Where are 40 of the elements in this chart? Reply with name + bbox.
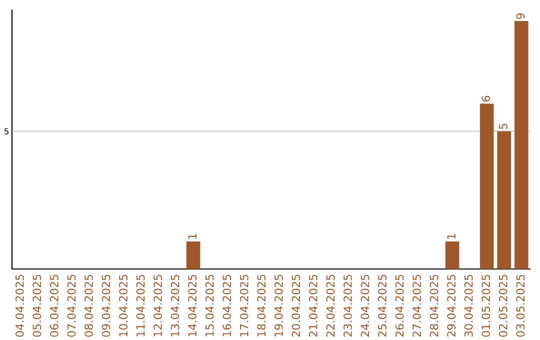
x-tick-label: 20.04.2025 <box>292 274 300 337</box>
x-tick-label: 22.04.2025 <box>326 274 335 337</box>
x-tick-label: 13.04.2025 <box>170 274 180 336</box>
x-tick-label: 30.04.2025 <box>464 274 473 337</box>
x-tick-label: 21.04.2025 <box>308 274 318 337</box>
data-label: 1 <box>188 234 196 239</box>
data-label: 6 <box>482 96 490 102</box>
x-tick-label: 25.04.2025 <box>378 274 386 337</box>
x-tick-label: 03.05.2025 <box>516 274 525 337</box>
x-tick-label: 04.04.2025 <box>15 274 24 337</box>
bar <box>480 104 494 269</box>
x-tick-label: 23.04.2025 <box>344 274 352 337</box>
x-tick-label: 26.04.2025 <box>395 274 404 337</box>
x-tick-label: 17.04.2025 <box>240 274 248 336</box>
x-tick-label: 02.05.2025 <box>498 274 508 337</box>
x-tick-label: 01.05.2025 <box>482 274 490 337</box>
bar <box>497 131 512 269</box>
bar <box>445 241 460 269</box>
x-tick-label: 24.04.2025 <box>360 274 370 337</box>
data-label: 5 <box>499 124 508 129</box>
x-tick-label: 15.04.2025 <box>205 274 214 336</box>
x-tick-label: 14.04.2025 <box>188 274 197 336</box>
bar <box>514 21 528 269</box>
x-tick-label: 10.04.2025 <box>119 274 128 336</box>
x-tick-label: 05.04.2025 <box>32 274 42 337</box>
x-tick-label: 08.04.2025 <box>84 274 93 337</box>
x-tick-label: 19.04.2025 <box>274 274 283 336</box>
x-tick-label: 11.04.2025 <box>136 274 145 336</box>
x-tick-label: 27.04.2025 <box>412 274 421 337</box>
x-tick-label: 18.04.2025 <box>257 274 266 336</box>
x-tick-label: 16.04.2025 <box>222 274 232 336</box>
data-label: 9 <box>516 13 525 19</box>
data-label: 1 <box>447 234 456 239</box>
x-tick-label: 06.04.2025 <box>50 274 58 337</box>
x-tick-label: 09.04.2025 <box>102 274 110 337</box>
x-tick-label: 28.04.2025 <box>430 274 438 337</box>
x-tick-label: 29.04.2025 <box>447 274 456 337</box>
x-tick-label: 07.04.2025 <box>67 274 76 337</box>
bar <box>186 241 200 269</box>
x-tick-label: 12.04.2025 <box>154 274 162 336</box>
